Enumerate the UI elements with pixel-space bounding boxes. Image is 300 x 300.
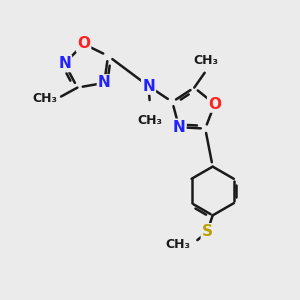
Text: N: N xyxy=(142,79,155,94)
Text: N: N xyxy=(173,120,185,135)
Text: N: N xyxy=(58,56,71,71)
Text: O: O xyxy=(77,36,90,51)
Text: N: N xyxy=(98,75,111,90)
Text: S: S xyxy=(202,224,213,239)
Text: O: O xyxy=(208,97,221,112)
Text: CH₃: CH₃ xyxy=(32,92,58,104)
Text: CH₃: CH₃ xyxy=(165,238,190,251)
Text: CH₃: CH₃ xyxy=(194,54,219,68)
Text: CH₃: CH₃ xyxy=(137,114,163,127)
